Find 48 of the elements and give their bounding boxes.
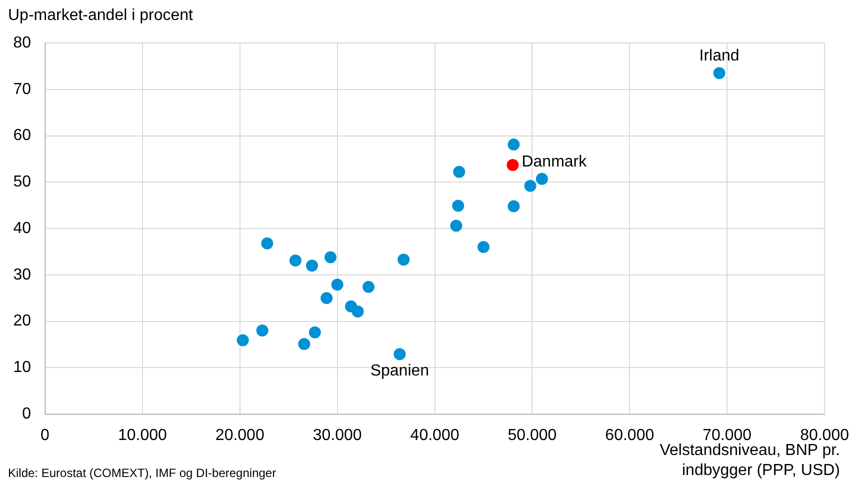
- x-tick-label: 50.000: [508, 427, 557, 444]
- point: [536, 172, 548, 185]
- annotation: Danmark: [522, 153, 588, 170]
- y-tick-label: 60: [13, 127, 32, 144]
- point: [506, 158, 519, 171]
- annotation: Spanien: [370, 362, 430, 380]
- x-axis-title: Velstandsniveau, BNP pr. indbygger (PPP, USD): [660, 442, 840, 479]
- text: Kilde: Eurostat (COMEXT), IMF og DI-beregninger: [8, 466, 276, 480]
- point: [352, 306, 364, 318]
- y-tick-label: 40: [13, 220, 32, 237]
- x-tick-label: 40.000: [410, 427, 460, 444]
- annotation: Irland: [699, 48, 740, 65]
- x-tick-label: 30.000: [312, 427, 362, 444]
- x-tick-label: 80.000: [800, 427, 850, 444]
- point: [452, 200, 464, 212]
- y-tick-label: 20: [13, 312, 32, 330]
- point: [508, 138, 520, 151]
- y-tick-label: 0: [22, 405, 32, 422]
- x-tick-label: 0: [40, 427, 50, 444]
- point: [450, 220, 462, 232]
- y-axis-title: Up-market-andel i procent: [8, 6, 193, 26]
- point: [236, 334, 249, 346]
- point: [308, 326, 321, 338]
- point: [524, 180, 536, 192]
- y-tick-label: 30: [13, 266, 32, 284]
- point: [713, 67, 726, 80]
- point: [256, 324, 268, 337]
- point: [320, 292, 333, 304]
- x-tick-label: 20.000: [215, 427, 264, 444]
- point: [453, 166, 466, 178]
- point: [324, 251, 337, 264]
- point: [398, 254, 410, 266]
- y-tick-label: 70: [13, 80, 32, 98]
- x-tick-label: 10.000: [118, 427, 168, 444]
- point: [298, 338, 310, 350]
- x-tick-label: 70.000: [702, 427, 752, 444]
- point: [394, 348, 406, 360]
- point: [477, 241, 490, 254]
- y-tick-label: 80: [13, 34, 32, 52]
- point: [306, 260, 318, 272]
- point: [331, 278, 344, 291]
- point: [508, 200, 520, 212]
- point: [289, 254, 302, 266]
- point: [261, 237, 274, 250]
- x-tick-label: 60.000: [605, 427, 654, 444]
- y-tick-label: 50: [13, 174, 32, 191]
- point: [362, 280, 375, 293]
- y-tick-label: 10: [13, 359, 32, 376]
